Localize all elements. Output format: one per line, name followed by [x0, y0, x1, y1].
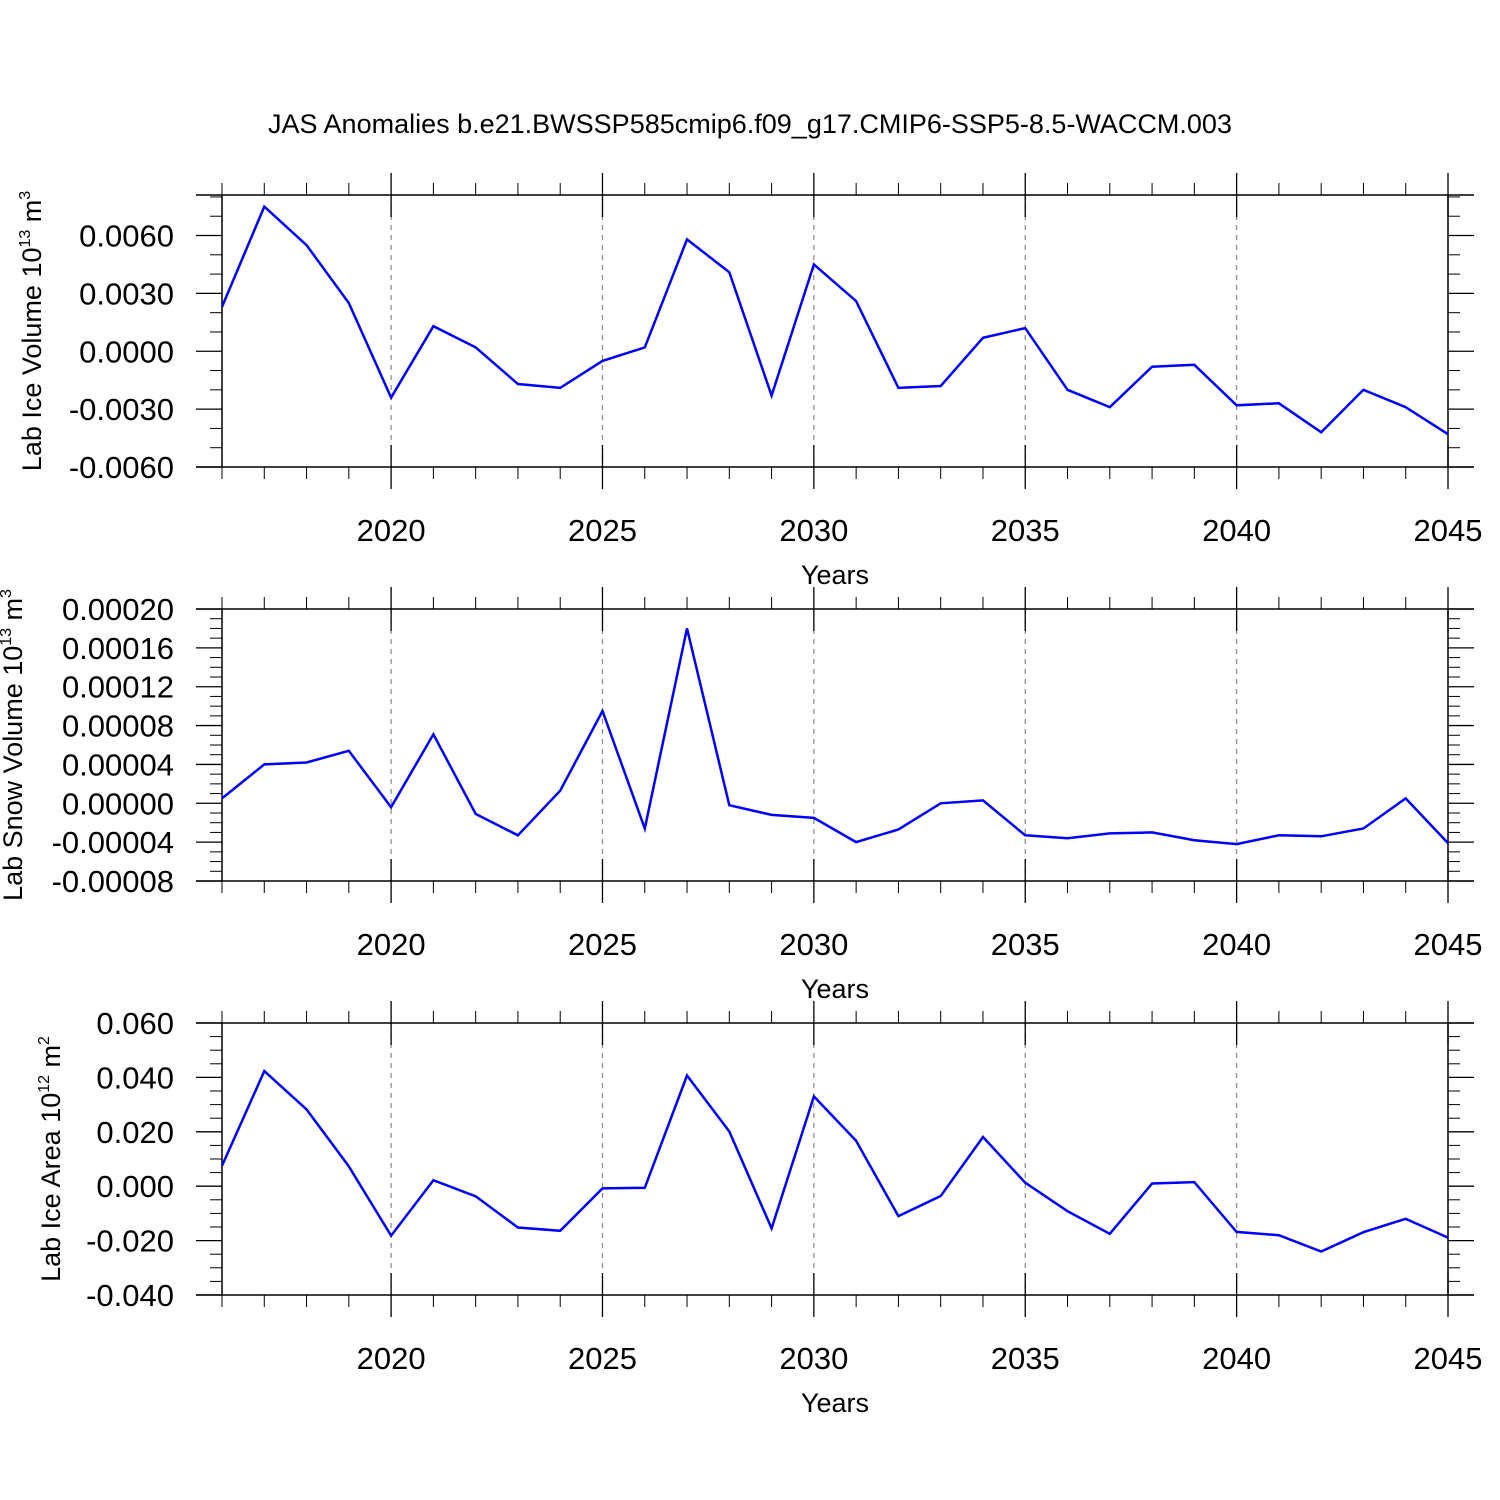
chart-title: JAS Anomalies b.e21.BWSSP585cmip6.f09_g1…	[268, 109, 1232, 139]
x-tick-label: 2045	[1414, 513, 1483, 548]
y-tick-label: 0.000	[96, 1169, 174, 1204]
data-series-line-1	[220, 204, 1449, 436]
y-axis-title-exponent: 13	[17, 230, 34, 248]
x-tick-label: 2025	[568, 927, 637, 962]
x-tick-label: 2045	[1414, 1341, 1483, 1376]
x-tick-label: 2040	[1202, 927, 1271, 962]
x-tick-label: 2040	[1202, 1341, 1271, 1376]
x-axis-title: Years	[801, 974, 869, 1004]
y-tick-label: -0.00004	[52, 825, 174, 860]
chart-panel-1: 2020 2025 2030 2035 2040 2045 Years -0.0060 -0.0…	[17, 173, 1482, 590]
y-axis-title: Lab Ice Area 1012 m2	[36, 1036, 66, 1282]
y-axis-title-unit-exponent: 3	[17, 191, 34, 200]
chart-panel-2: 2020 2025 2030 2035 2040 2045 Years -0.00008 -0.…	[0, 587, 1482, 1004]
y-tick-label: 0.0030	[79, 276, 174, 311]
y-axis-title-text: Lab Snow Volume 10	[0, 646, 28, 901]
y-axis-title-text: Lab Ice Area 10	[36, 1093, 66, 1282]
chart-panel-3: 2020 2025 2030 2035 2040 2045 Years -0.040 -0.02…	[36, 1001, 1482, 1418]
y-tick-label: 0.040	[96, 1060, 174, 1095]
y-tick-label: 0.0060	[79, 219, 174, 254]
x-tick-label: 2030	[779, 1341, 848, 1376]
x-axis-title: Years	[801, 1388, 869, 1418]
data-series-line-1	[220, 1069, 1449, 1253]
x-tick-label: 2030	[779, 927, 848, 962]
y-tick-label: 0.0000	[79, 334, 174, 369]
y-tick-label: 0.00020	[62, 592, 174, 627]
y-tick-label: -0.0030	[69, 392, 174, 427]
data-series-line-1	[221, 628, 1449, 846]
y-tick-label: 0.00004	[62, 747, 174, 782]
y-axis-title-exponent: 12	[36, 1075, 53, 1093]
y-tick-label: 0.00016	[62, 631, 174, 666]
y-tick-label: -0.0060	[69, 450, 174, 485]
y-tick-label: -0.00008	[52, 864, 174, 899]
x-tick-label: 2020	[357, 1341, 426, 1376]
y-axis-title: Lab Snow Volume 1013 m3	[0, 589, 28, 901]
y-tick-label: -0.020	[86, 1224, 174, 1259]
y-axis-title-unit: m	[17, 200, 47, 230]
y-axis-title-exponent: 13	[0, 628, 15, 646]
x-axis-title: Years	[801, 560, 869, 590]
y-axis-title: Lab Ice Volume 1013 m3	[17, 191, 47, 471]
y-axis-title-text: Lab Ice Volume 10	[17, 248, 47, 472]
x-tick-label: 2040	[1202, 513, 1271, 548]
y-tick-label: -0.040	[86, 1278, 174, 1313]
y-axis-title-unit-exponent: 3	[0, 589, 15, 598]
x-tick-label: 2035	[991, 1341, 1060, 1376]
y-tick-label: 0.060	[96, 1006, 174, 1041]
y-tick-label: 0.00008	[62, 709, 174, 744]
x-tick-label: 2025	[568, 513, 637, 548]
y-axis-title-unit-exponent: 2	[36, 1036, 53, 1045]
x-tick-label: 2035	[991, 513, 1060, 548]
y-tick-label: 0.020	[96, 1115, 174, 1150]
x-tick-label: 2045	[1414, 927, 1483, 962]
x-tick-label: 2030	[779, 513, 848, 548]
y-axis-title-unit: m	[36, 1045, 66, 1075]
y-axis-title-unit: m	[0, 598, 28, 628]
chart-panels: 2020 2025 2030 2035 2040 2045 Years -0.0060 -0.0…	[0, 173, 1482, 1418]
x-tick-label: 2020	[357, 513, 426, 548]
x-tick-label: 2035	[991, 927, 1060, 962]
y-tick-label: 0.00000	[62, 786, 174, 821]
y-tick-label: 0.00012	[62, 670, 174, 705]
x-tick-label: 2020	[357, 927, 426, 962]
x-tick-label: 2025	[568, 1341, 637, 1376]
